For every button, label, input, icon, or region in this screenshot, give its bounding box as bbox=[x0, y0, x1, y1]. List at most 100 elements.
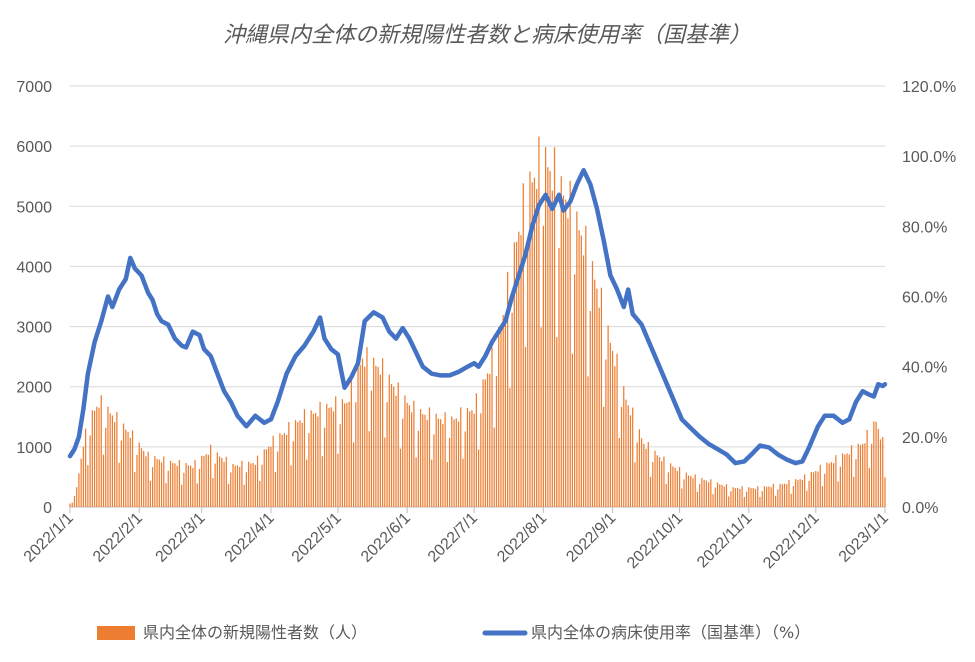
daily-case-bar bbox=[565, 199, 567, 508]
daily-case-bar bbox=[388, 374, 390, 507]
daily-case-bar bbox=[774, 495, 777, 507]
daily-case-bar bbox=[109, 413, 111, 507]
daily-case-bar bbox=[569, 180, 571, 507]
daily-case-bar bbox=[533, 177, 536, 508]
daily-case-bar bbox=[127, 432, 129, 507]
daily-case-bar bbox=[288, 422, 290, 507]
right-tick-label: 20.0% bbox=[902, 430, 947, 447]
daily-case-bar bbox=[607, 325, 609, 507]
daily-case-bar bbox=[78, 473, 80, 507]
daily-case-bar bbox=[801, 479, 803, 507]
daily-case-bar bbox=[125, 429, 127, 507]
daily-case-bar bbox=[737, 488, 739, 507]
daily-case-bar bbox=[138, 442, 140, 507]
daily-case-bar bbox=[857, 443, 859, 507]
daily-case-bar bbox=[359, 364, 361, 507]
daily-case-bar bbox=[281, 434, 283, 507]
daily-case-bar bbox=[513, 242, 515, 507]
daily-case-bar bbox=[252, 463, 254, 507]
daily-case-bar bbox=[263, 449, 265, 507]
daily-case-bar bbox=[312, 413, 314, 507]
daily-case-bar bbox=[551, 190, 553, 508]
daily-case-bar bbox=[87, 465, 89, 507]
daily-case-bar bbox=[466, 408, 469, 507]
daily-case-bar bbox=[732, 487, 734, 507]
daily-case-bar bbox=[636, 442, 638, 507]
daily-case-bar bbox=[529, 171, 531, 507]
right-tick-label: 80.0% bbox=[902, 219, 947, 236]
daily-case-bar bbox=[862, 443, 864, 507]
daily-case-bar bbox=[815, 471, 817, 507]
daily-case-bar bbox=[76, 487, 78, 507]
daily-case-bar bbox=[344, 403, 346, 507]
daily-case-bar bbox=[553, 147, 556, 508]
daily-case-bar bbox=[703, 479, 705, 507]
daily-case-bar bbox=[174, 463, 176, 507]
daily-case-bar bbox=[540, 327, 542, 507]
daily-case-bar bbox=[111, 415, 114, 507]
daily-case-bar bbox=[210, 444, 212, 507]
daily-case-bar bbox=[444, 412, 446, 507]
daily-case-bar bbox=[406, 402, 408, 507]
daily-case-bar bbox=[531, 182, 533, 507]
daily-case-bar bbox=[192, 467, 194, 507]
daily-case-bar bbox=[826, 462, 828, 507]
daily-case-bar bbox=[522, 183, 524, 507]
daily-case-bar bbox=[743, 497, 745, 507]
bar-series bbox=[69, 136, 886, 508]
daily-case-bar bbox=[341, 399, 344, 507]
daily-case-bar bbox=[542, 225, 544, 507]
daily-case-bar bbox=[763, 486, 766, 507]
daily-case-bar bbox=[332, 411, 335, 507]
daily-case-bar bbox=[417, 430, 419, 507]
daily-case-bar bbox=[446, 462, 448, 507]
daily-case-bar bbox=[457, 421, 460, 507]
daily-case-bar bbox=[719, 484, 721, 507]
daily-case-bar bbox=[761, 491, 763, 507]
daily-case-bar bbox=[663, 456, 665, 507]
daily-case-bar bbox=[587, 376, 589, 507]
daily-case-bar bbox=[598, 307, 600, 507]
daily-case-bar bbox=[156, 459, 158, 507]
daily-case-bar bbox=[500, 325, 502, 507]
daily-case-bar bbox=[745, 491, 748, 507]
daily-case-bar bbox=[879, 439, 882, 507]
daily-case-bar bbox=[779, 483, 781, 507]
daily-case-bar bbox=[707, 482, 710, 507]
daily-case-bar bbox=[687, 475, 690, 507]
daily-case-bar bbox=[82, 446, 85, 507]
daily-case-bar bbox=[158, 459, 160, 507]
daily-case-bar bbox=[364, 366, 366, 507]
daily-case-bar bbox=[361, 358, 364, 507]
daily-case-bar bbox=[792, 486, 795, 507]
daily-case-bar bbox=[576, 211, 578, 507]
daily-case-bar bbox=[638, 429, 640, 507]
daily-case-bar bbox=[71, 502, 73, 507]
daily-case-bar bbox=[408, 405, 411, 507]
daily-case-bar bbox=[808, 480, 810, 507]
daily-case-bar bbox=[507, 271, 509, 507]
left-axis-ticks: 0 1000 2000 3000 4000 5000 6000 7000 bbox=[16, 79, 52, 517]
daily-case-bar bbox=[634, 462, 636, 507]
daily-case-bar bbox=[411, 412, 413, 507]
daily-case-bar bbox=[654, 450, 656, 507]
daily-case-bar bbox=[877, 428, 879, 507]
daily-case-bar bbox=[319, 401, 321, 507]
daily-case-bar bbox=[614, 366, 616, 507]
daily-case-bar bbox=[265, 449, 268, 507]
daily-case-bar bbox=[830, 462, 833, 507]
daily-case-bar bbox=[366, 347, 368, 507]
daily-case-bar bbox=[143, 450, 145, 507]
legend-swatch-bars bbox=[97, 626, 135, 640]
daily-case-bar bbox=[294, 420, 297, 507]
daily-case-bar bbox=[629, 415, 632, 507]
daily-case-bar bbox=[337, 453, 339, 507]
daily-case-bar bbox=[370, 390, 373, 507]
daily-case-bar bbox=[279, 433, 281, 507]
daily-case-bar bbox=[819, 464, 821, 507]
daily-case-bar bbox=[870, 443, 873, 507]
daily-case-bar bbox=[183, 472, 185, 507]
daily-case-bar bbox=[766, 486, 768, 507]
daily-case-bar bbox=[129, 437, 131, 507]
daily-case-bar bbox=[462, 458, 464, 507]
